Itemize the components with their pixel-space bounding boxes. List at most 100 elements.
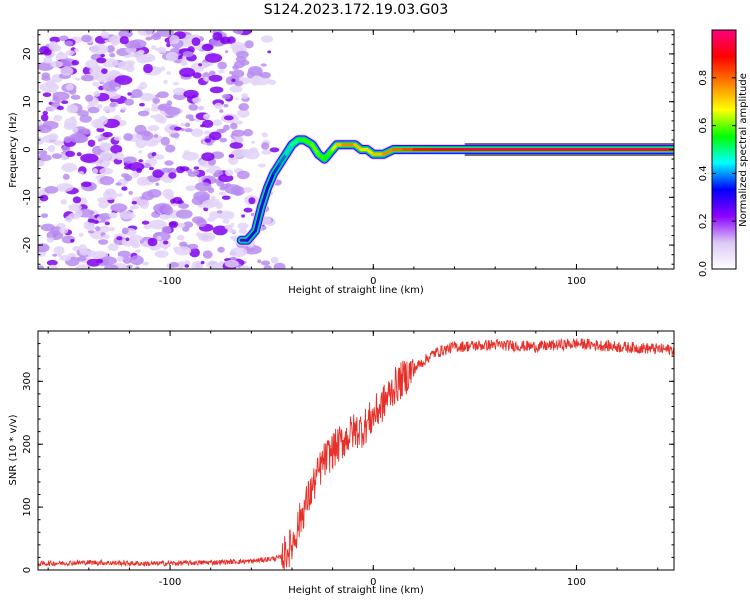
spectrogram-ytick-label: -10 [22, 189, 33, 205]
noise-blob [191, 196, 205, 206]
noise-blob [104, 39, 108, 43]
noise-blob [129, 39, 147, 49]
noise-blob [224, 259, 239, 268]
colorbar: 0.0 0.2 0.4 0.6 0.8 Normalized spectral ampl… [698, 29, 749, 277]
noise-blob [236, 50, 249, 59]
noise-blob [48, 133, 59, 141]
noise-blob [175, 209, 193, 219]
noise-blob [98, 115, 108, 125]
snr-xlabel: Height of straight line (km) [288, 585, 424, 596]
spectrogram-frame [37, 29, 675, 270]
noise-blob [198, 204, 204, 208]
noise-blobs [38, 30, 286, 269]
spectrogram-xlabel: Height of straight line (km) [288, 285, 424, 296]
noise-blob [68, 203, 82, 211]
noise-blob [148, 158, 158, 166]
noise-blob [65, 150, 76, 157]
noise-blob [185, 122, 191, 128]
noise-blob [216, 210, 223, 214]
noise-blob [136, 176, 150, 186]
noise-blob [227, 228, 236, 234]
noise-blob [270, 256, 279, 264]
noise-blob [131, 170, 140, 178]
noise-blob [177, 261, 187, 267]
spectrogram-ytick-label: 0 [22, 146, 33, 152]
noise-blob [49, 36, 61, 43]
noise-blob [223, 103, 229, 108]
noise-blob [61, 100, 69, 104]
noise-blob [241, 93, 249, 100]
noise-blob [155, 47, 159, 51]
noise-blob [97, 138, 103, 142]
noise-blob [183, 221, 194, 228]
noise-blob [219, 137, 228, 143]
noise-blob [151, 45, 157, 50]
noise-blob [261, 149, 272, 155]
noise-blob [218, 210, 235, 220]
snr-series [38, 337, 674, 570]
noise-blob [178, 203, 190, 209]
snr-ticks: -100 0 100 0 100 200 300 [22, 330, 674, 588]
noise-blob [185, 114, 194, 120]
noise-blob [187, 243, 199, 250]
noise-blob [47, 264, 58, 269]
spectrogram-xtick-label: 0 [370, 276, 376, 287]
noise-blob [79, 115, 92, 123]
noise-blob [263, 265, 272, 269]
noise-blob [191, 260, 204, 269]
noise-blob [46, 106, 56, 112]
noise-blob [119, 210, 134, 220]
noise-blob [99, 142, 111, 151]
noise-blob [59, 255, 72, 262]
noise-blob [109, 102, 117, 108]
noise-blob [168, 222, 177, 226]
noise-blob [80, 74, 94, 82]
noise-blob [130, 95, 136, 99]
noise-blob [180, 60, 187, 66]
noise-blob [160, 66, 166, 71]
noise-blob [59, 227, 69, 235]
noise-blob [115, 182, 122, 186]
noise-blob [41, 75, 51, 81]
noise-blob [202, 199, 216, 209]
noise-blob [212, 119, 222, 126]
spectrogram-ytick-label: 10 [22, 95, 33, 108]
noise-blob [237, 222, 249, 230]
noise-blob [212, 32, 223, 41]
noise-blob [157, 91, 169, 99]
noise-blob [80, 181, 92, 188]
noise-blob [72, 196, 82, 204]
noise-blob [101, 30, 106, 33]
noise-blob [152, 97, 160, 104]
noise-blob [200, 124, 206, 128]
ridge-segment [266, 171, 276, 190]
noise-blob [195, 182, 212, 192]
noise-blob [99, 167, 114, 175]
colorbar-gradient [712, 30, 736, 269]
spectrogram-ytick-label: 20 [22, 48, 33, 61]
noise-blob [38, 154, 52, 162]
noise-blob [70, 239, 75, 243]
noise-blob [129, 234, 143, 242]
snr-xtick-label: -100 [159, 577, 182, 588]
noise-blob [89, 210, 95, 215]
spectrogram-ylabel: Frequency (Hz) [8, 112, 19, 188]
noise-blob [224, 50, 229, 54]
noise-blob [80, 153, 99, 163]
noise-blob [206, 142, 213, 146]
ridge-segment [245, 229, 257, 242]
noise-blob [204, 53, 223, 63]
noise-blob [87, 218, 95, 223]
snr-xtick-label: 100 [567, 577, 586, 588]
noise-blob [51, 153, 63, 160]
noise-blob [87, 106, 100, 114]
noise-blob [108, 212, 118, 219]
noise-blob [215, 201, 223, 209]
noise-blob [200, 260, 205, 265]
noise-blob [148, 219, 167, 230]
noise-blob [201, 43, 214, 52]
noise-blob [75, 264, 92, 269]
noise-blob [169, 35, 180, 45]
noise-blob [261, 132, 268, 138]
noise-blob [74, 48, 79, 52]
